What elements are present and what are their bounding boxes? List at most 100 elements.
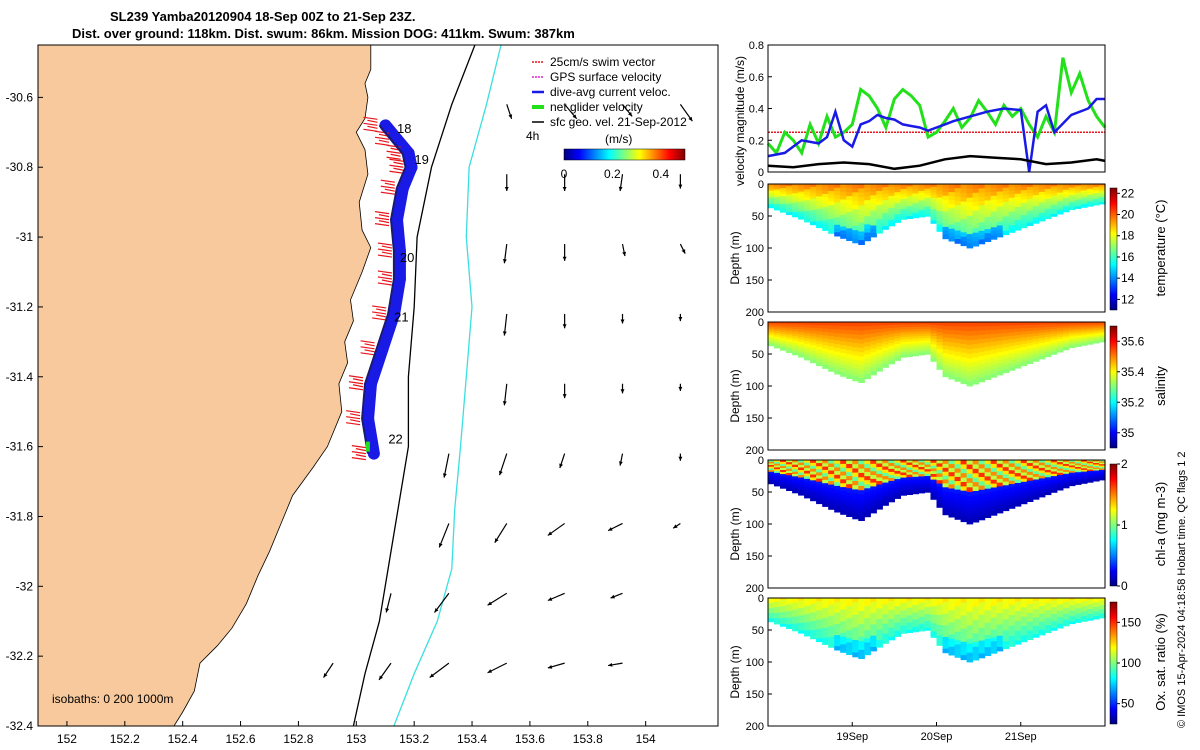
section-cell (954, 364, 962, 370)
section-cell (786, 611, 793, 614)
section-cell (954, 636, 962, 641)
section-cell (858, 468, 865, 474)
section-cell (816, 205, 823, 210)
section-cell (924, 471, 932, 475)
section-cell (1044, 193, 1052, 197)
section-cell (1038, 613, 1046, 617)
section-cell (906, 196, 913, 200)
section-cell (798, 598, 805, 602)
section-cell (960, 361, 968, 367)
section-cell (978, 489, 986, 495)
section-cell (1044, 354, 1052, 358)
section-cell (780, 204, 787, 207)
section-cell (798, 482, 805, 486)
section-cell (924, 485, 932, 489)
section-cell (798, 352, 805, 356)
section-cell (906, 598, 913, 602)
section-cell (972, 361, 980, 367)
section-cell (864, 196, 871, 201)
section-cell (876, 488, 883, 493)
section-cell (1026, 189, 1034, 194)
section-cell (1093, 203, 1100, 206)
section-cell (906, 331, 913, 335)
section-cell (906, 211, 913, 215)
section-cell (972, 197, 980, 203)
section-cell (1014, 460, 1022, 464)
swim-vector (389, 158, 404, 162)
section-cell (918, 612, 925, 615)
section-cell (900, 460, 907, 464)
section-cell (912, 193, 919, 197)
section-cell (1093, 197, 1100, 200)
section-cell (1002, 230, 1010, 236)
section-cell (972, 344, 980, 350)
section-cell (954, 355, 962, 361)
section-cell (918, 602, 925, 606)
geo-velocity-arrowhead (618, 186, 623, 192)
section-cell (882, 325, 889, 329)
section-cell (858, 636, 865, 642)
section-cell (960, 490, 968, 496)
section-cell (852, 338, 859, 344)
section-cell (948, 354, 956, 360)
section-cell (804, 616, 811, 621)
geo-velocity-arrowhead (678, 456, 683, 461)
section-cell (912, 196, 919, 199)
section-cell (906, 213, 913, 217)
section-cell (1062, 611, 1070, 615)
section-cell (828, 219, 835, 224)
section-cell (792, 345, 799, 349)
section-cell (942, 510, 950, 516)
section-cell (1032, 336, 1040, 340)
section-cell (804, 465, 811, 469)
section-cell (948, 208, 956, 214)
section-cell (984, 492, 992, 498)
section-cell (1044, 610, 1052, 614)
section-cell (954, 205, 962, 210)
section-cell (930, 598, 938, 602)
section-cell (1080, 614, 1088, 617)
section-cell (936, 345, 944, 350)
section-cell (774, 208, 781, 211)
section-cell (870, 195, 877, 200)
map-x-tick-label: 152.4 (168, 732, 198, 746)
section-cell (1062, 347, 1070, 351)
section-cell (1044, 489, 1052, 493)
section-cell (780, 324, 787, 327)
section-cell (960, 335, 968, 341)
section-cell (1074, 479, 1082, 482)
section-cell (894, 625, 901, 629)
section-cell (876, 484, 883, 489)
section-cell (954, 368, 962, 374)
section-colorbar-tick-label: 2 (1121, 457, 1128, 471)
section-cell (810, 359, 817, 364)
section-colorbar-tick-label: 50 (1121, 697, 1135, 711)
section-cell (948, 216, 956, 222)
section-cell (924, 211, 932, 215)
swim-vector (367, 119, 378, 123)
section-cell (894, 476, 901, 480)
section-cell (924, 609, 932, 613)
section-cell (972, 620, 980, 626)
section-cell (882, 351, 889, 355)
section-cell (828, 636, 835, 641)
section-cell (966, 344, 974, 350)
section-cell (1044, 201, 1052, 205)
section-cell (792, 331, 799, 335)
section-cell (936, 207, 944, 212)
section-cell (1093, 607, 1100, 610)
section-cell (1020, 484, 1028, 489)
section-cell (990, 211, 998, 216)
section-cell (1002, 623, 1010, 628)
section-cell (768, 609, 775, 613)
section-cell (864, 626, 871, 631)
section-cell (786, 345, 793, 349)
section-cell (852, 343, 859, 348)
section-cell (786, 626, 793, 629)
section-cell (960, 650, 968, 656)
section-cell (972, 201, 980, 207)
geo-velocity-arrowhead (620, 319, 625, 324)
section-cell (1086, 615, 1094, 618)
section-cell (1068, 463, 1076, 466)
section-cell (900, 618, 907, 622)
